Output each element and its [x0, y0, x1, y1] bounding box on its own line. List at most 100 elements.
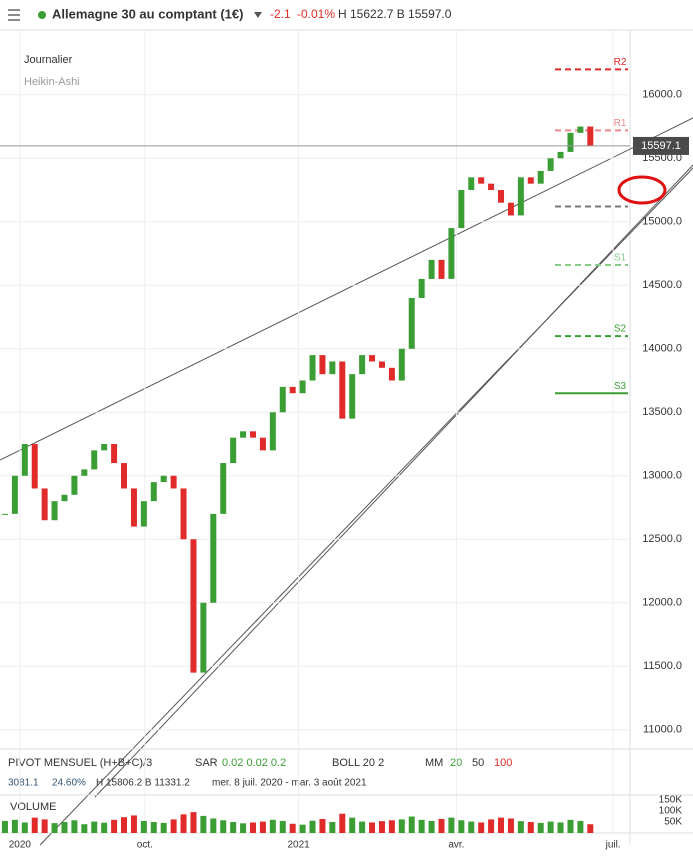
- candle: [240, 431, 247, 438]
- candle: [130, 488, 137, 527]
- x-tick-label: 2021: [288, 840, 311, 851]
- candle: [180, 488, 187, 540]
- volume-bar: [259, 821, 266, 833]
- candle: [388, 367, 395, 381]
- y-tick-label: 14500.0: [642, 279, 682, 291]
- candle: [170, 475, 177, 489]
- y-tick-label: 15000.0: [642, 216, 682, 228]
- trend-line: [39, 167, 693, 846]
- candle: [527, 177, 534, 184]
- volume-bar: [537, 822, 544, 833]
- volume-bar: [180, 814, 187, 833]
- candle: [349, 374, 356, 419]
- last-price-label: 15597.1: [641, 140, 681, 152]
- indicator-param: 100: [494, 757, 512, 769]
- volume-bar: [200, 815, 207, 833]
- candle: [468, 177, 475, 191]
- x-tick-label: oct.: [137, 840, 153, 851]
- candle: [1, 513, 8, 515]
- indicator[interactable]: BOLL 20 2: [332, 757, 384, 769]
- chart-style: Heikin-Ashi: [24, 76, 80, 88]
- candle: [577, 126, 584, 133]
- volume-bar: [140, 820, 147, 833]
- candle: [428, 259, 435, 279]
- volume-bar: [61, 822, 68, 833]
- volume-bar: [398, 819, 405, 833]
- volume-bar: [369, 822, 376, 833]
- volume-bar: [488, 819, 495, 833]
- candle: [498, 190, 505, 203]
- volume-bar: [230, 822, 237, 833]
- candle: [21, 444, 28, 476]
- candle: [140, 501, 147, 527]
- volume-bar: [428, 820, 435, 833]
- volume-bar: [329, 822, 336, 833]
- volume-bar: [378, 821, 385, 833]
- pivot-label: S1: [614, 253, 627, 264]
- candle: [438, 259, 445, 279]
- indicator[interactable]: SAR: [195, 757, 218, 769]
- stat: mer. 8 juil. 2020 - mar. 3 août 2021: [212, 778, 367, 789]
- highlight-circle: [617, 175, 667, 205]
- volume-tick-label: 50K: [664, 817, 682, 828]
- volume-tick-label: 100K: [659, 806, 683, 817]
- volume-bar: [190, 812, 197, 833]
- toolbar: [0, 0, 693, 30]
- volume-bar: [438, 818, 445, 833]
- candle: [200, 602, 207, 673]
- volume-bar: [458, 820, 465, 833]
- indicator[interactable]: PIVOT MENSUEL (H+B+C)/3: [8, 757, 152, 769]
- candle: [11, 475, 18, 514]
- candle: [121, 463, 128, 489]
- y-tick-label: 11500.0: [643, 660, 682, 672]
- volume-bar: [101, 822, 108, 833]
- volume-bar: [448, 817, 455, 833]
- candle: [319, 355, 326, 375]
- volume-bar: [408, 816, 415, 833]
- pivot-label: S2: [614, 324, 627, 335]
- volume-bar: [91, 821, 98, 833]
- volume-bar: [31, 817, 38, 833]
- volume-bar: [418, 819, 425, 833]
- volume-bar: [240, 823, 247, 833]
- volume-bar: [478, 822, 485, 833]
- volume-bar: [170, 819, 177, 833]
- x-tick-label: avr.: [448, 840, 464, 851]
- volume-bar: [587, 824, 594, 833]
- menu-icon[interactable]: [8, 9, 20, 21]
- volume-bar: [210, 818, 217, 833]
- candle: [557, 151, 564, 159]
- volume-bar: [81, 824, 88, 833]
- indicator[interactable]: MM: [425, 757, 443, 769]
- instrument-title[interactable]: Allemagne 30 au comptant (1€): [52, 6, 243, 21]
- stat: H 15806.2 B 11331.2: [96, 778, 190, 789]
- candle: [71, 475, 78, 495]
- y-tick-label: 15500.0: [642, 152, 682, 164]
- volume-bar: [517, 821, 524, 833]
- candle: [269, 412, 276, 451]
- volume-bar: [527, 822, 534, 833]
- volume-bar: [249, 822, 256, 833]
- y-tick-label: 11000.0: [643, 724, 682, 736]
- candle: [329, 361, 336, 375]
- volume-bar: [359, 821, 366, 833]
- timeframe: Journalier: [24, 54, 73, 66]
- candle: [190, 539, 197, 673]
- status-dot: [38, 11, 46, 19]
- candle: [458, 190, 465, 229]
- candle: [51, 501, 58, 521]
- dropdown-arrow[interactable]: [254, 12, 262, 18]
- volume-bar: [130, 815, 137, 833]
- volume-bar: [507, 818, 514, 833]
- volume-bar: [468, 821, 475, 833]
- candle: [279, 386, 286, 413]
- candle: [517, 177, 524, 216]
- volume-bar: [71, 820, 78, 833]
- y-tick-label: 14000.0: [642, 343, 682, 355]
- candle: [418, 278, 425, 298]
- volume-bar: [388, 820, 395, 833]
- candle: [309, 355, 316, 381]
- volume-bar: [319, 818, 326, 833]
- candle: [408, 297, 415, 349]
